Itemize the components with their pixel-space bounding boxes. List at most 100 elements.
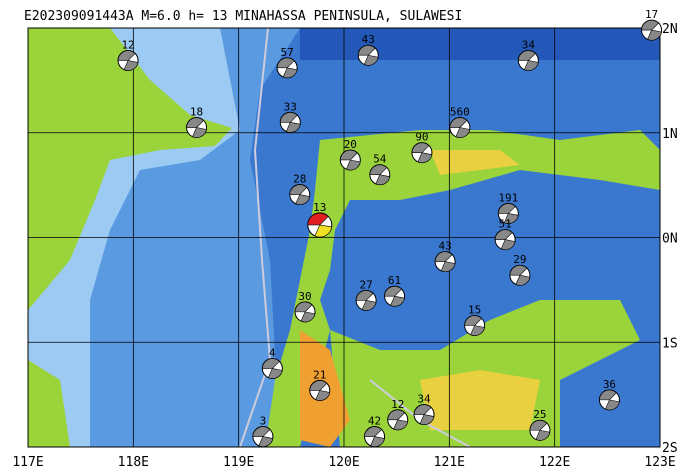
compression [258, 436, 274, 447]
compression [252, 426, 271, 437]
compression [282, 67, 298, 79]
depth-label: 18 [190, 106, 203, 119]
compression [307, 212, 329, 226]
compression [498, 203, 516, 214]
compression [285, 121, 301, 133]
compression [440, 261, 456, 272]
compression [309, 380, 328, 391]
compression [417, 152, 433, 164]
depth-label: 4 [269, 346, 276, 359]
event: 43 [434, 240, 456, 273]
depth-label: 27 [359, 278, 372, 291]
depth-label: 90 [415, 131, 428, 144]
compression [361, 300, 377, 311]
event: 12 [387, 398, 409, 431]
compression [370, 436, 385, 447]
compression [276, 57, 295, 69]
compression [369, 164, 388, 175]
depth-label: 191 [498, 191, 518, 204]
compression [387, 409, 406, 421]
event: 21 [309, 368, 331, 401]
event: 43 [357, 33, 379, 66]
depth-label: 20 [344, 138, 357, 151]
depth-label: 29 [513, 253, 526, 266]
compression [419, 414, 435, 425]
compression [279, 112, 298, 123]
lon-label: 117E [12, 455, 43, 470]
depth-label: 33 [284, 100, 297, 113]
lon-label: 122E [539, 455, 570, 470]
depth-label: 13 [313, 201, 326, 214]
event: 34 [413, 393, 435, 426]
compression [464, 315, 483, 326]
depth-label: 21 [313, 368, 326, 381]
event: 4 [261, 346, 283, 379]
lat-label: 1N [662, 127, 678, 142]
lon-label: 119E [223, 455, 254, 470]
depth-label: 42 [368, 415, 381, 428]
event: 12 [117, 38, 139, 71]
compression [390, 295, 405, 307]
compression [494, 229, 513, 240]
depth-label: 36 [603, 378, 616, 391]
compression [267, 368, 283, 379]
compression [363, 54, 379, 66]
depth-label: 3 [260, 415, 267, 428]
depth-label: 12 [391, 398, 404, 411]
compression [314, 224, 333, 238]
event: 34 [517, 38, 539, 71]
compression [434, 251, 453, 262]
depth-label: 15 [468, 303, 481, 316]
lat-label: 2N [662, 22, 678, 37]
compression [340, 149, 358, 161]
depth-label: 34 [417, 393, 431, 406]
event: 560 [449, 106, 471, 139]
event: 20 [339, 138, 361, 171]
event: 18 [186, 106, 208, 139]
compression [470, 325, 485, 336]
map-title: E202309091443A M=6.0 h= 13 MINAHASSA PEN… [24, 9, 462, 24]
event: 17 [641, 8, 663, 41]
compression [295, 194, 311, 205]
compression [449, 117, 468, 128]
depth-label: 34 [522, 38, 536, 51]
compression [641, 19, 659, 31]
event: 27 [355, 278, 377, 311]
depth-label: 30 [298, 290, 311, 303]
event: 61 [384, 274, 406, 307]
compression [647, 29, 662, 41]
compression [393, 419, 409, 431]
map-frame [27, 27, 661, 448]
lat-label: 1S [662, 336, 678, 351]
event: 36 [598, 378, 620, 411]
compression [500, 239, 516, 250]
depth-label: 25 [533, 408, 546, 421]
event: 33 [279, 100, 301, 133]
event: 57 [276, 46, 298, 79]
compression [364, 426, 382, 437]
compression [455, 127, 471, 138]
compression [117, 50, 136, 61]
lat-label: 0N [662, 232, 678, 247]
event: 30 [294, 290, 316, 323]
compression [384, 286, 402, 297]
lon-label: 123E [644, 455, 675, 470]
compression [529, 420, 548, 431]
compression [515, 274, 531, 286]
compression [315, 390, 331, 401]
lon-label: 121E [434, 455, 465, 470]
compression [411, 142, 430, 153]
compression [186, 117, 204, 128]
compression [599, 389, 617, 401]
compression [123, 60, 139, 71]
compression [509, 265, 528, 276]
compression [300, 311, 316, 323]
lon-label: 120E [328, 455, 359, 470]
depth-label: 61 [388, 274, 401, 287]
depth-label: 54 [373, 153, 387, 166]
depth-label: 12 [121, 38, 134, 51]
compression [535, 429, 551, 441]
depth-label: 57 [280, 46, 293, 59]
